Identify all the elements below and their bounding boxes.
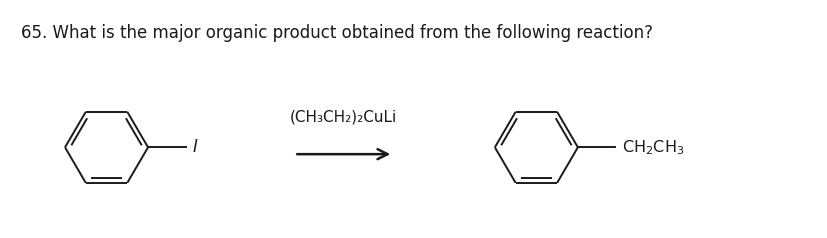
Text: 65. What is the major organic product obtained from the following reaction?: 65. What is the major organic product ob… — [21, 24, 652, 42]
Text: I: I — [192, 138, 197, 156]
Text: CH$_2$CH$_3$: CH$_2$CH$_3$ — [622, 138, 684, 157]
Text: (CH₃CH₂)₂CuLi: (CH₃CH₂)₂CuLi — [289, 110, 397, 125]
